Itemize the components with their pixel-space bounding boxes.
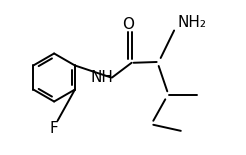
Text: NH₂: NH₂: [177, 15, 206, 30]
Text: F: F: [49, 121, 58, 136]
Text: O: O: [122, 17, 134, 31]
Text: NH: NH: [91, 70, 113, 85]
